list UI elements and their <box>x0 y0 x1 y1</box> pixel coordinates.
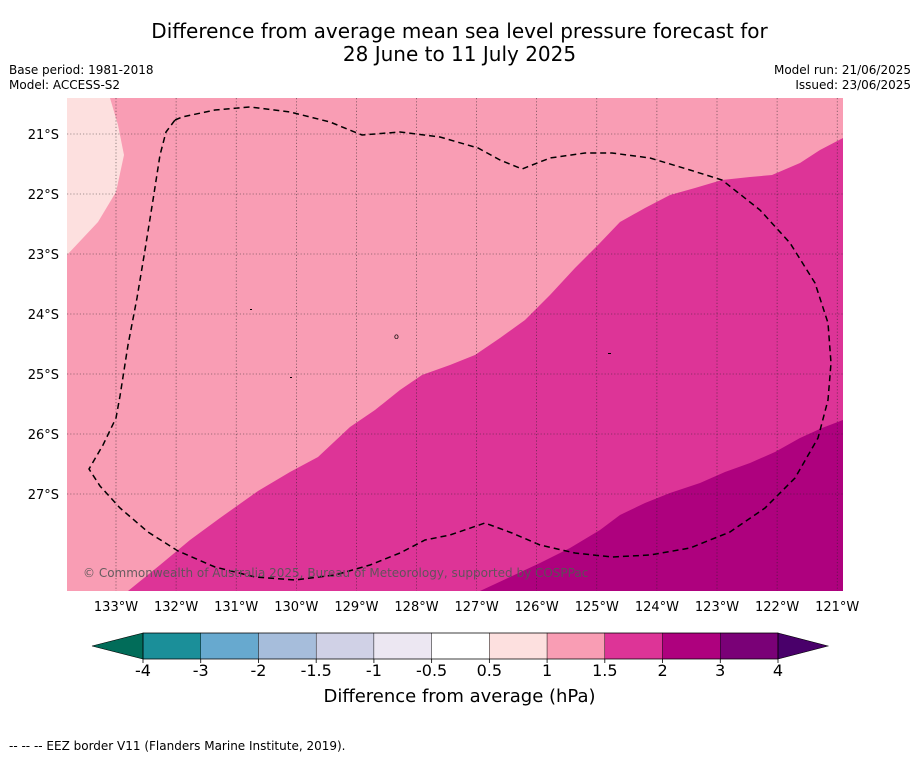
colorbar-label: Difference from average (hPa) <box>323 686 596 707</box>
title-line-2: 28 June to 11 July 2025 <box>342 42 577 66</box>
lon-label: 128°W <box>394 600 438 615</box>
colorbar-cell <box>546 632 606 660</box>
colorbar-cell <box>662 632 721 660</box>
region-2-to-3 <box>480 420 843 591</box>
lon-label: 126°W <box>515 600 559 615</box>
colorbar-cell <box>200 632 259 660</box>
colorbar-cell <box>431 632 490 660</box>
region-0.5-to-1 <box>67 98 124 255</box>
colorbar-cell <box>315 632 375 660</box>
islands <box>250 309 611 378</box>
colorbar: -4 -3 -2 -1.5 -1 -0.5 0.5 1 1.5 2 3 4 <box>91 632 830 680</box>
colorbar-tick-label: -1 <box>366 661 382 680</box>
colorbar-tick-label: 0.5 <box>477 661 502 680</box>
colorbar-cell <box>604 632 663 660</box>
forecast-map: o © Commonwealth of Australia 2025, Bure… <box>28 98 860 615</box>
lon-label: 123°W <box>695 600 739 615</box>
lon-label: 124°W <box>635 600 679 615</box>
lat-label: 22°S <box>28 188 59 203</box>
colorbar-frame <box>142 632 779 660</box>
colorbar-tick-label: -2 <box>250 661 266 680</box>
colorbar-tick-label: 1 <box>542 661 552 680</box>
lon-label: 133°W <box>94 600 138 615</box>
colorbar-cell <box>142 632 201 660</box>
lon-label: 121°W <box>815 600 859 615</box>
graticule <box>67 98 843 591</box>
model-run-label: Model run: 21/06/2025 <box>773 63 911 77</box>
colorbar-tick-label: -3 <box>193 661 209 680</box>
colorbar-extend-high <box>777 632 830 660</box>
colorbar-cell <box>373 632 432 660</box>
lon-label: 132°W <box>154 600 198 615</box>
region-1.5-to-2 <box>128 138 843 591</box>
copyright-text: © Commonwealth of Australia 2025, Bureau… <box>83 566 588 580</box>
lat-label: 27°S <box>28 488 59 503</box>
lat-label: 25°S <box>28 368 59 383</box>
colorbar-tick-label: -4 <box>135 661 151 680</box>
colorbar-cell <box>489 632 548 660</box>
colorbar-cell <box>258 632 317 660</box>
lat-label: 24°S <box>28 308 59 323</box>
lat-label: 23°S <box>28 248 59 263</box>
model-label: Model: ACCESS-S2 <box>9 78 121 92</box>
colorbar-tick-label: -0.5 <box>416 661 447 680</box>
colorbar-cell <box>720 632 779 660</box>
lon-label: 127°W <box>455 600 499 615</box>
colorbar-extend-low <box>91 632 144 660</box>
eez-border <box>88 106 832 581</box>
colorbar-tick-label: 3 <box>715 661 725 680</box>
base-period-label: Base period: 1981-2018 <box>9 63 154 77</box>
lon-label: 131°W <box>214 600 258 615</box>
colorbar-tick-label: 2 <box>657 661 667 680</box>
lon-label: 130°W <box>274 600 318 615</box>
latitude-labels: 21°S 22°S 23°S 24°S 25°S 26°S 27°S <box>28 128 59 503</box>
eez-legend: -- -- -- EEZ border V11 (Flanders Marine… <box>9 739 346 753</box>
colorbar-tick-label: 4 <box>773 661 783 680</box>
lon-label: 129°W <box>334 600 378 615</box>
lon-label: 125°W <box>575 600 619 615</box>
lat-label: 21°S <box>28 128 59 143</box>
colorbar-tick-label: 1.5 <box>592 661 617 680</box>
lat-label: 26°S <box>28 428 59 443</box>
longitude-labels: 133°W 132°W 131°W 130°W 129°W 128°W 127°W 126°W… <box>94 600 860 615</box>
issued-label: Issued: 23/06/2025 <box>795 78 911 92</box>
colorbar-tick-label: -1.5 <box>301 661 332 680</box>
island-marker: o <box>394 332 399 341</box>
title-line-1: Difference from average mean sea level p… <box>151 19 768 43</box>
lon-label: 122°W <box>755 600 799 615</box>
